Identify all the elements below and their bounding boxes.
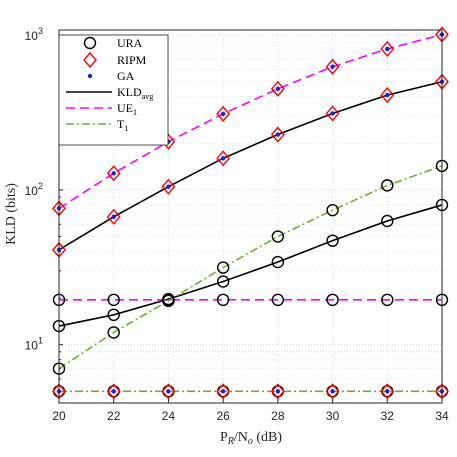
marker-ga [166,389,171,394]
marker-ripm [161,383,176,400]
marker-ura [107,326,120,339]
marker-ripm [270,126,285,143]
marker-ura [216,261,230,274]
marker-ura [326,234,339,247]
x-axis-title-sub-o: o [248,436,253,447]
marker-ripm [216,383,231,400]
y-tick-label: 103 [25,26,43,43]
x-axis-title-p: P [220,430,228,445]
legend-entry-ga: GA [87,69,135,83]
marker-ura [271,293,285,307]
marker-ura [216,275,230,288]
legend-entry-ura: URA [83,36,143,50]
legend: URA RIPM GA KLDavg UE1 T1 [58,34,169,146]
legend-entry-ripm: RIPM [83,51,147,69]
marker-ripm [325,383,340,400]
marker-ura [216,293,230,307]
legend-label-t1: T1 [117,117,128,133]
legend-label-ripm: RIPM [117,53,147,67]
x-tick-label: 32 [381,409,395,423]
marker-ripm [380,87,395,104]
marker-ga [220,111,226,117]
marker-ripm [380,40,395,57]
marker-ura [381,214,394,228]
y-tick-label: 102 [25,181,43,198]
legend-marker-ga [87,73,93,79]
y-tick-label: 101 [25,336,43,353]
series-line-kld [58,204,443,327]
marker-ripm [325,105,340,122]
marker-ga [275,132,281,137]
marker-ga [330,64,335,69]
x-axis-title-sub-r: R [227,436,234,447]
x-tick-label: 22 [107,409,121,423]
marker-ura [162,293,175,307]
marker-ripm [106,208,121,225]
legend-entry-ue1: UE1 [66,101,137,117]
marker-ga [385,92,390,98]
marker-ga [275,86,281,92]
plot-area-frame [58,29,443,404]
marker-ga [166,184,171,189]
marker-ga [220,156,226,161]
legend-box [58,34,169,146]
x-axis-title-unit: (dB) [253,430,283,445]
legend-label-kld-avg: KLDavg [117,85,153,101]
y-axis-title: KLD (bits) [4,183,19,245]
marker-ura [107,293,120,307]
x-tick-label: 26 [216,409,230,423]
marker-ura [326,293,339,307]
legend-marker-ura [83,36,97,50]
marker-ripm [216,150,231,167]
marker-ripm [325,58,340,75]
x-tick-label: 24 [162,409,176,423]
marker-ripm [270,80,285,97]
series-line-t [58,165,443,370]
marker-ripm [270,383,285,400]
marker-ga [111,214,116,220]
legend-label-ura: URA [117,36,143,50]
x-axis-title: PR/No (dB) [220,430,282,447]
x-axis-title-slash: /N [234,430,248,445]
series-lines [58,33,443,393]
x-tick-label: 20 [52,409,66,423]
marker-ga [275,389,281,394]
marker-ura [381,293,394,307]
marker-ripm [106,165,121,182]
series-line-kld [58,80,443,251]
marker-ura [107,308,120,322]
x-tick-label: 34 [435,409,449,423]
legend-entry-kld-avg: KLDavg [66,85,153,101]
marker-ripm [106,383,121,400]
marker-ura [326,203,339,217]
axis-ticks: 20 22 24 26 28 30 32 34 101 102 103 [25,26,449,423]
marker-ripm [216,105,231,122]
marker-ga [385,389,390,394]
legend-label-ue1: UE1 [117,101,137,117]
marker-ga [385,46,390,52]
marker-ga [111,389,116,394]
legend-marker-ripm [83,51,97,69]
marker-ura [381,179,394,192]
marker-ura [271,230,285,243]
legend-label-ga: GA [117,69,135,83]
marker-ripm [161,178,176,195]
x-tick-label: 30 [326,409,340,423]
marker-ga [220,389,226,394]
marker-ga [330,111,335,116]
series-line-ue [58,33,443,210]
marker-ga [330,389,335,394]
marker-ripm [380,383,395,400]
x-tick-label: 28 [271,409,285,423]
marker-ga [111,171,116,176]
legend-entry-t1: T1 [66,117,128,133]
marker-ura [271,255,285,269]
